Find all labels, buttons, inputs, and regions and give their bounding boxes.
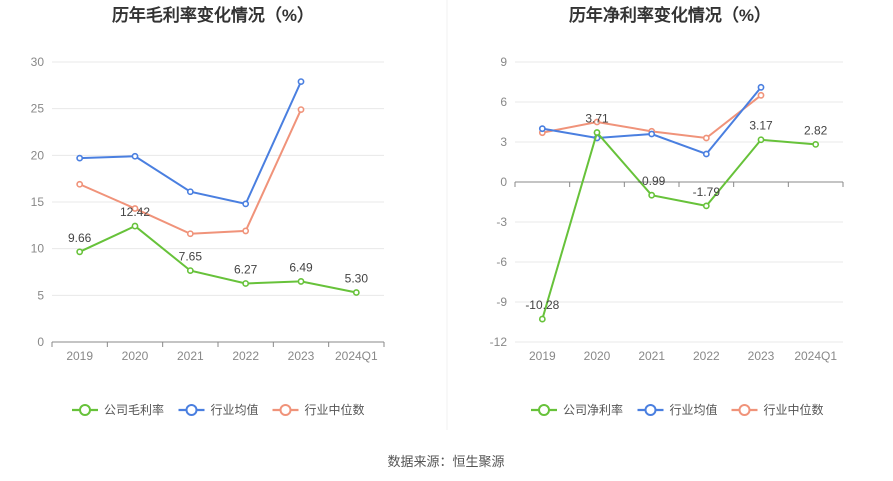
data-label: 6.49 xyxy=(289,260,313,274)
chart-title: 历年净利率变化情况（%） xyxy=(569,5,771,25)
y-tick-label: 25 xyxy=(31,102,45,116)
data-point-industry_avg xyxy=(648,130,656,138)
data-point-company xyxy=(297,278,305,285)
legend-marker-icon xyxy=(538,404,550,416)
legend-item-industry_median: 行业中位数 xyxy=(731,402,824,417)
data-point-industry_avg xyxy=(131,152,139,160)
y-tick-label: 0 xyxy=(500,175,507,189)
data-point-company xyxy=(702,202,710,210)
data-point-company xyxy=(352,289,360,296)
legend-marker-icon xyxy=(738,404,751,416)
y-tick-label: 20 xyxy=(31,148,45,162)
data-label: 6.27 xyxy=(234,262,258,276)
x-tick-label: 2022 xyxy=(693,349,720,363)
legend-item-industry_median: 行业中位数 xyxy=(272,402,365,417)
data-source-text: 数据来源：恒生聚源 xyxy=(387,454,504,469)
legend-item-company: 公司毛利率 xyxy=(72,402,164,417)
data-point-company xyxy=(538,315,546,323)
series-line-company xyxy=(541,130,816,320)
y-tick-label: -12 xyxy=(490,335,508,349)
data-point-industry_avg xyxy=(757,83,765,91)
legend-marker-icon xyxy=(279,404,292,416)
y-tick-label: -9 xyxy=(496,295,507,309)
legend-label: 公司净利率 xyxy=(563,402,623,417)
data-point-industry_median xyxy=(131,205,139,212)
data-point-company xyxy=(131,222,139,230)
x-tick-label: 2023 xyxy=(288,349,315,363)
series-line-industry_avg xyxy=(79,81,302,206)
data-label: 2.82 xyxy=(804,123,828,137)
data-point-industry_median xyxy=(757,91,765,99)
y-tick-label: 5 xyxy=(37,288,44,302)
data-point-industry_median xyxy=(593,118,601,126)
series-line-company xyxy=(79,224,357,294)
data-label: -10.28 xyxy=(525,298,559,312)
data-point-company xyxy=(648,191,656,199)
data-point-industry_avg xyxy=(297,78,305,85)
data-label: 7.65 xyxy=(179,250,203,264)
legend-item-company: 公司净利率 xyxy=(531,402,623,417)
data-point-industry_avg xyxy=(538,125,546,133)
data-label: 9.66 xyxy=(68,231,92,245)
legend-label: 行业中位数 xyxy=(764,402,824,417)
y-tick-label: -3 xyxy=(496,215,507,229)
data-label: -0.99 xyxy=(638,174,666,188)
y-tick-label: 6 xyxy=(500,95,507,109)
y-tick-label: 3 xyxy=(500,135,507,149)
data-label: 3.71 xyxy=(585,112,609,126)
legend-label: 公司毛利率 xyxy=(104,402,164,417)
x-tick-label: 2021 xyxy=(177,349,204,363)
data-point-industry_median xyxy=(297,106,305,113)
series-line-industry_median xyxy=(79,109,302,235)
data-point-industry_avg xyxy=(242,200,250,208)
x-tick-label: 2019 xyxy=(529,349,556,363)
x-tick-label: 2022 xyxy=(232,349,259,363)
data-point-industry_avg xyxy=(702,150,710,158)
legend-item-industry_avg: 行业均值 xyxy=(178,402,259,417)
legend-label: 行业均值 xyxy=(211,402,259,417)
y-tick-label: 10 xyxy=(31,242,45,256)
legend-marker-icon xyxy=(79,404,91,416)
legend-marker-icon xyxy=(185,404,198,416)
x-tick-label: 2019 xyxy=(66,349,93,363)
y-tick-label: 15 xyxy=(31,195,45,209)
x-tick-label: 2023 xyxy=(748,349,775,363)
data-point-industry_median xyxy=(702,134,710,142)
y-tick-label: 0 xyxy=(37,335,44,349)
data-label: -1.79 xyxy=(693,185,721,199)
legend-label: 行业中位数 xyxy=(305,402,365,417)
data-point-company xyxy=(593,129,601,136)
data-point-company xyxy=(76,248,84,256)
x-tick-label: 2024Q1 xyxy=(335,349,378,363)
data-label: 3.17 xyxy=(749,119,773,133)
x-tick-label: 2020 xyxy=(584,349,611,363)
data-point-industry_median xyxy=(242,227,250,235)
x-tick-label: 2021 xyxy=(638,349,665,363)
data-point-company xyxy=(242,280,250,287)
legend-label: 行业均值 xyxy=(670,402,718,417)
data-point-industry_avg xyxy=(186,188,194,196)
x-tick-label: 2020 xyxy=(122,349,149,363)
x-tick-label: 2024Q1 xyxy=(794,349,837,363)
data-point-industry_median xyxy=(186,230,194,238)
chart-panel-2: 历年净利率变化情况（%） -12 -9 -6 -3 0 3 6 9 2019 2020 2021 202… xyxy=(490,5,844,417)
chart-title: 历年毛利率变化情况（%） xyxy=(112,5,314,25)
data-label: 5.30 xyxy=(345,272,369,286)
data-point-industry_avg xyxy=(76,154,84,162)
data-label: 12.42 xyxy=(120,205,150,219)
data-point-company xyxy=(186,267,194,274)
chart-panel-1: 历年毛利率变化情况（%） 0 5 10 15 20 25 30 2019 2020 2021 2022… xyxy=(31,5,385,417)
y-tick-label: -6 xyxy=(496,255,507,269)
y-tick-label: 9 xyxy=(500,55,507,69)
legend-item-industry_avg: 行业均值 xyxy=(637,402,718,417)
data-point-company xyxy=(812,140,820,148)
data-point-industry_median xyxy=(76,180,84,188)
legend-marker-icon xyxy=(644,404,657,416)
y-tick-label: 30 xyxy=(31,55,45,69)
data-point-company xyxy=(757,136,765,144)
